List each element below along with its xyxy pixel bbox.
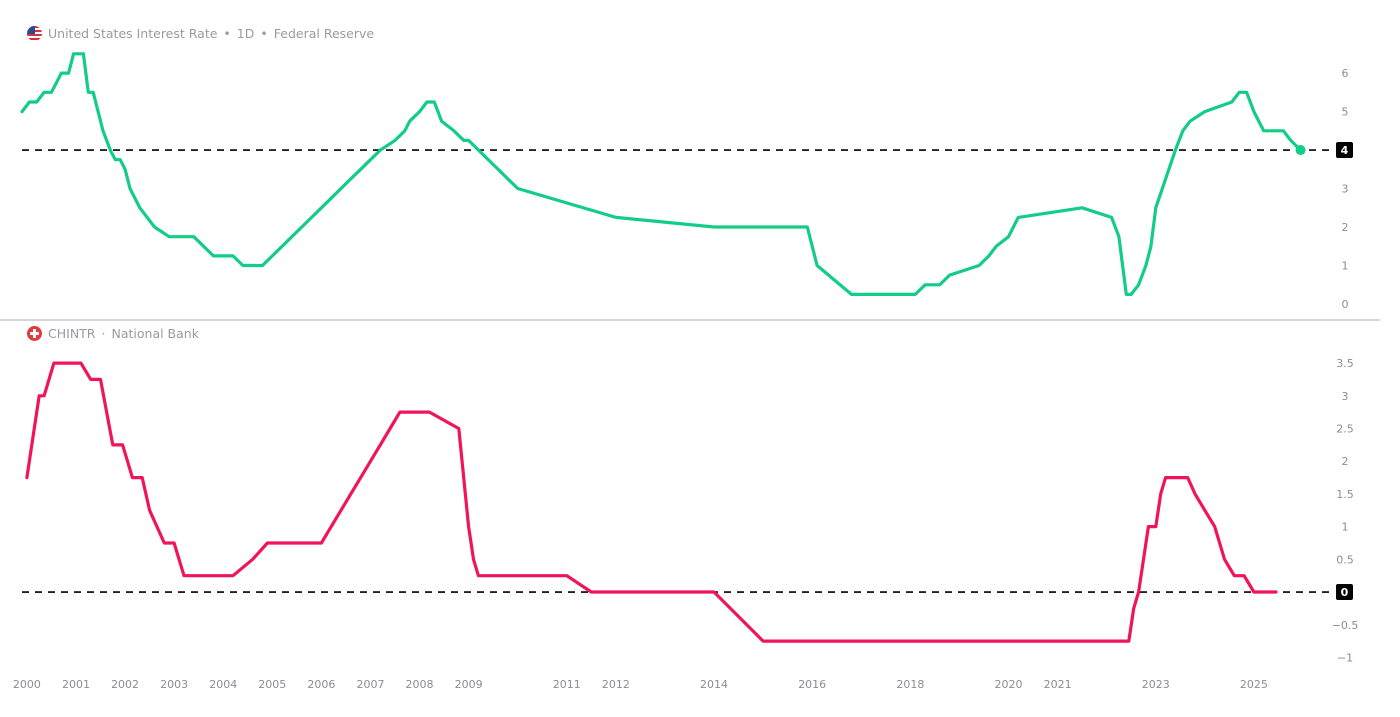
us-price-label: 4 bbox=[1341, 144, 1349, 157]
x-tick-label: 2025 bbox=[1240, 678, 1268, 691]
ch-chart-title: CHINTR bbox=[48, 326, 96, 341]
legend-separator: • bbox=[260, 26, 268, 41]
us-flag-icon bbox=[27, 26, 42, 41]
x-tick-label: 2009 bbox=[455, 678, 483, 691]
ch-price-label: 0 bbox=[1341, 586, 1349, 599]
us-chart-interval: 1D bbox=[236, 26, 255, 41]
swiss-flag-icon bbox=[27, 326, 42, 341]
us-y-tick-label: 5 bbox=[1342, 106, 1349, 119]
x-tick-label: 2014 bbox=[700, 678, 728, 691]
us-chart-source: Federal Reserve bbox=[273, 26, 375, 41]
legend-separator: • bbox=[223, 26, 231, 41]
x-tick-label: 2004 bbox=[209, 678, 237, 691]
us-rate-line bbox=[20, 52, 1303, 296]
ch-y-tick-label: 3 bbox=[1342, 390, 1349, 403]
us-y-tick-label: 1 bbox=[1342, 260, 1349, 273]
ch-y-tick-label: 1.5 bbox=[1336, 488, 1354, 501]
x-tick-label: 2000 bbox=[13, 678, 41, 691]
ch-chart-legend[interactable]: CHINTR · National Bank bbox=[27, 326, 199, 341]
us-y-tick-label: 0 bbox=[1342, 298, 1349, 311]
ch-y-tick-label: 1 bbox=[1342, 521, 1349, 534]
x-tick-label: 2003 bbox=[160, 678, 188, 691]
ch-rate-line bbox=[25, 361, 1278, 643]
us-chart-title: United States Interest Rate bbox=[48, 26, 218, 41]
us-y-tick-label: 2 bbox=[1342, 221, 1349, 234]
x-tick-label: 2023 bbox=[1142, 678, 1170, 691]
x-tick-label: 2021 bbox=[1044, 678, 1072, 691]
us-last-value-dot bbox=[1295, 145, 1306, 156]
us-price-label-box bbox=[1336, 142, 1353, 159]
ch-y-tick-label: −0.5 bbox=[1332, 619, 1359, 632]
x-tick-label: 2016 bbox=[798, 678, 826, 691]
ch-y-tick-label: 2.5 bbox=[1336, 423, 1354, 436]
ch-price-label-box bbox=[1336, 584, 1353, 601]
x-tick-label: 2008 bbox=[406, 678, 434, 691]
x-tick-label: 2005 bbox=[258, 678, 286, 691]
ch-y-tick-label: 2 bbox=[1342, 455, 1349, 468]
x-tick-label: 2018 bbox=[896, 678, 924, 691]
ch-chart-source: National Bank bbox=[111, 326, 199, 341]
ch-y-tick-label: 3.5 bbox=[1336, 357, 1354, 370]
us-chart-legend[interactable]: United States Interest Rate • 1D • Feder… bbox=[27, 26, 374, 41]
x-tick-label: 2007 bbox=[356, 678, 384, 691]
ch-y-tick-label: 0.5 bbox=[1336, 553, 1354, 566]
us-y-tick-label: 6 bbox=[1342, 67, 1349, 80]
x-tick-label: 2002 bbox=[111, 678, 139, 691]
legend-separator: · bbox=[101, 326, 106, 341]
ch-y-tick-label: −1 bbox=[1337, 651, 1353, 664]
x-tick-label: 2020 bbox=[995, 678, 1023, 691]
x-tick-label: 2012 bbox=[602, 678, 630, 691]
x-tick-label: 2011 bbox=[553, 678, 581, 691]
x-tick-label: 2006 bbox=[307, 678, 335, 691]
x-tick-label: 2001 bbox=[62, 678, 90, 691]
us-y-tick-label: 3 bbox=[1342, 183, 1349, 196]
